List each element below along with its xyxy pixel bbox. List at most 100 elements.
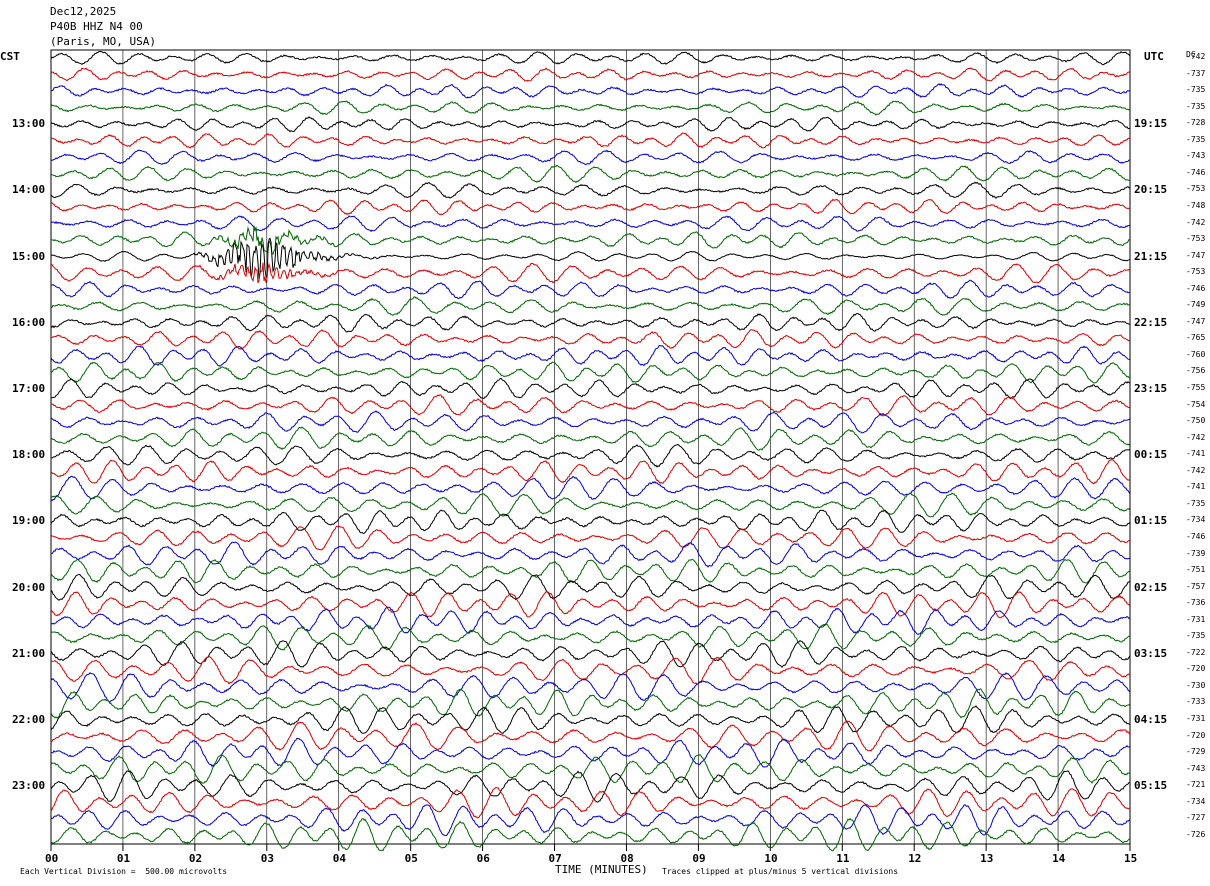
seismic-trace — [50, 492, 1131, 518]
seismic-trace — [50, 817, 1131, 852]
dc-offset-value: -753 — [1186, 267, 1206, 277]
dc-offset-value: -747 — [1186, 250, 1206, 260]
x-tick-label: 00 — [45, 852, 59, 865]
utc-hour-label: 19:15 — [1134, 117, 1168, 131]
seismic-trace — [50, 82, 1131, 99]
seismic-trace — [50, 426, 1131, 451]
x-tick-label: 11 — [836, 852, 850, 865]
seismic-trace — [50, 312, 1131, 333]
scale-note: Each Vertical Division = 500.00 microvol… — [20, 867, 228, 876]
x-tick-label: 09 — [692, 852, 706, 865]
seismic-trace — [50, 606, 1131, 635]
x-tick-label: 05 — [404, 852, 418, 865]
dc-offset-value: -720 — [1186, 664, 1206, 674]
dc-offset-value: -735 — [1186, 134, 1206, 144]
dc-offset-value: -733 — [1186, 697, 1206, 707]
seismic-trace — [50, 50, 1131, 66]
seismic-trace — [50, 623, 1131, 651]
dc-offset-value: -742 — [1186, 52, 1206, 61]
clip-note: Traces clipped at plus/minus 5 vertical … — [662, 867, 899, 876]
seismic-trace — [51, 225, 1131, 255]
header-station: P40B HHZ N4 00 — [50, 20, 143, 33]
seismic-trace — [50, 688, 1131, 719]
seismic-trace — [50, 656, 1131, 685]
seismic-trace — [50, 279, 1131, 300]
seismic-trace — [50, 100, 1131, 116]
dc-offset-value: -753 — [1186, 234, 1206, 244]
seismic-trace — [50, 459, 1131, 485]
seismic-trace — [51, 262, 1131, 284]
dc-offset-value: -757 — [1186, 581, 1206, 591]
dc-offset-value: -729 — [1186, 747, 1206, 757]
dc-offset-value: -727 — [1186, 813, 1206, 823]
seismic-trace — [50, 116, 1131, 133]
x-tick-label: 06 — [476, 852, 490, 865]
dc-offset-value: -731 — [1186, 714, 1206, 723]
utc-hour-label: 20:15 — [1134, 183, 1168, 197]
x-axis-title: TIME (MINUTES) — [555, 863, 648, 876]
header-location: (Paris, MO, USA) — [50, 35, 156, 48]
dc-offset-value: -743 — [1186, 763, 1206, 773]
cst-hour-label: 20:00 — [12, 580, 46, 594]
seismic-trace — [50, 509, 1131, 534]
seismic-trace — [50, 753, 1131, 784]
seismic-trace — [50, 672, 1131, 703]
dc-offset-value: -755 — [1186, 383, 1206, 392]
cst-hour-label: 16:00 — [12, 315, 46, 329]
seismic-trace — [50, 737, 1131, 768]
cst-hour-label: 21:00 — [12, 646, 46, 660]
x-tick-label: 03 — [260, 852, 275, 865]
dc-offset-value: -722 — [1186, 647, 1206, 657]
dc-offset-value: -765 — [1186, 333, 1206, 343]
seismic-trace — [50, 591, 1131, 619]
utc-hour-label: 05:15 — [1134, 779, 1168, 793]
seismic-trace — [50, 296, 1131, 316]
dc-offset-value: -746 — [1186, 531, 1206, 541]
x-tick-label: 12 — [908, 852, 922, 865]
seismic-trace — [50, 181, 1131, 199]
dc-offset-value: -756 — [1186, 366, 1206, 376]
utc-hour-label: 22:15 — [1134, 315, 1168, 329]
seismic-trace — [50, 377, 1131, 400]
seismic-trace — [50, 198, 1131, 216]
seismic-trace — [50, 541, 1131, 568]
seismic-trace — [50, 525, 1131, 551]
dc-offset-value: -737 — [1186, 68, 1206, 78]
dc-offset-value: -741 — [1186, 449, 1206, 459]
x-tick-label: 02 — [188, 852, 203, 865]
utc-hour-label: 21:15 — [1134, 249, 1168, 263]
dc-offset-value: -735 — [1186, 631, 1206, 641]
dc-offset-value: -747 — [1186, 316, 1206, 326]
seismic-trace — [50, 410, 1131, 434]
utc-hour-label: 02:15 — [1134, 580, 1168, 594]
seismic-trace — [50, 329, 1131, 350]
dc-offset-value: -730 — [1186, 680, 1206, 690]
seismic-trace — [50, 720, 1131, 752]
x-tick-label: 07 — [548, 852, 562, 865]
utc-hour-label: 03:15 — [1134, 646, 1168, 660]
seismic-trace — [50, 705, 1131, 734]
cst-hour-label: 13:00 — [12, 117, 46, 131]
header-date: Dec12,2025 — [50, 5, 117, 18]
dc-offset-value: -754 — [1186, 399, 1206, 409]
dc-offset-value: -731 — [1186, 614, 1206, 624]
cst-hour-label: 23:00 — [12, 779, 46, 793]
seismic-trace — [50, 164, 1131, 184]
seismic-trace — [50, 573, 1131, 601]
seismic-trace — [50, 558, 1131, 584]
dc-offset-value: -751 — [1186, 565, 1206, 575]
seismic-trace — [50, 770, 1131, 803]
x-tick-label: 13 — [980, 852, 994, 865]
dc-offset-value: -746 — [1186, 167, 1206, 177]
seismic-trace — [50, 361, 1131, 384]
dc-offset-value: -734 — [1186, 515, 1206, 525]
seismic-trace — [50, 237, 1131, 280]
dc-offset-value: -753 — [1186, 184, 1206, 194]
x-tick-label: 04 — [332, 852, 346, 865]
seismic-trace — [50, 394, 1131, 417]
dc-offset-value: -749 — [1186, 300, 1206, 310]
dc-offset-value: -726 — [1186, 829, 1206, 839]
dc-offset-value: -735 — [1186, 101, 1206, 111]
right-timezone-label: UTC — [1144, 50, 1164, 63]
